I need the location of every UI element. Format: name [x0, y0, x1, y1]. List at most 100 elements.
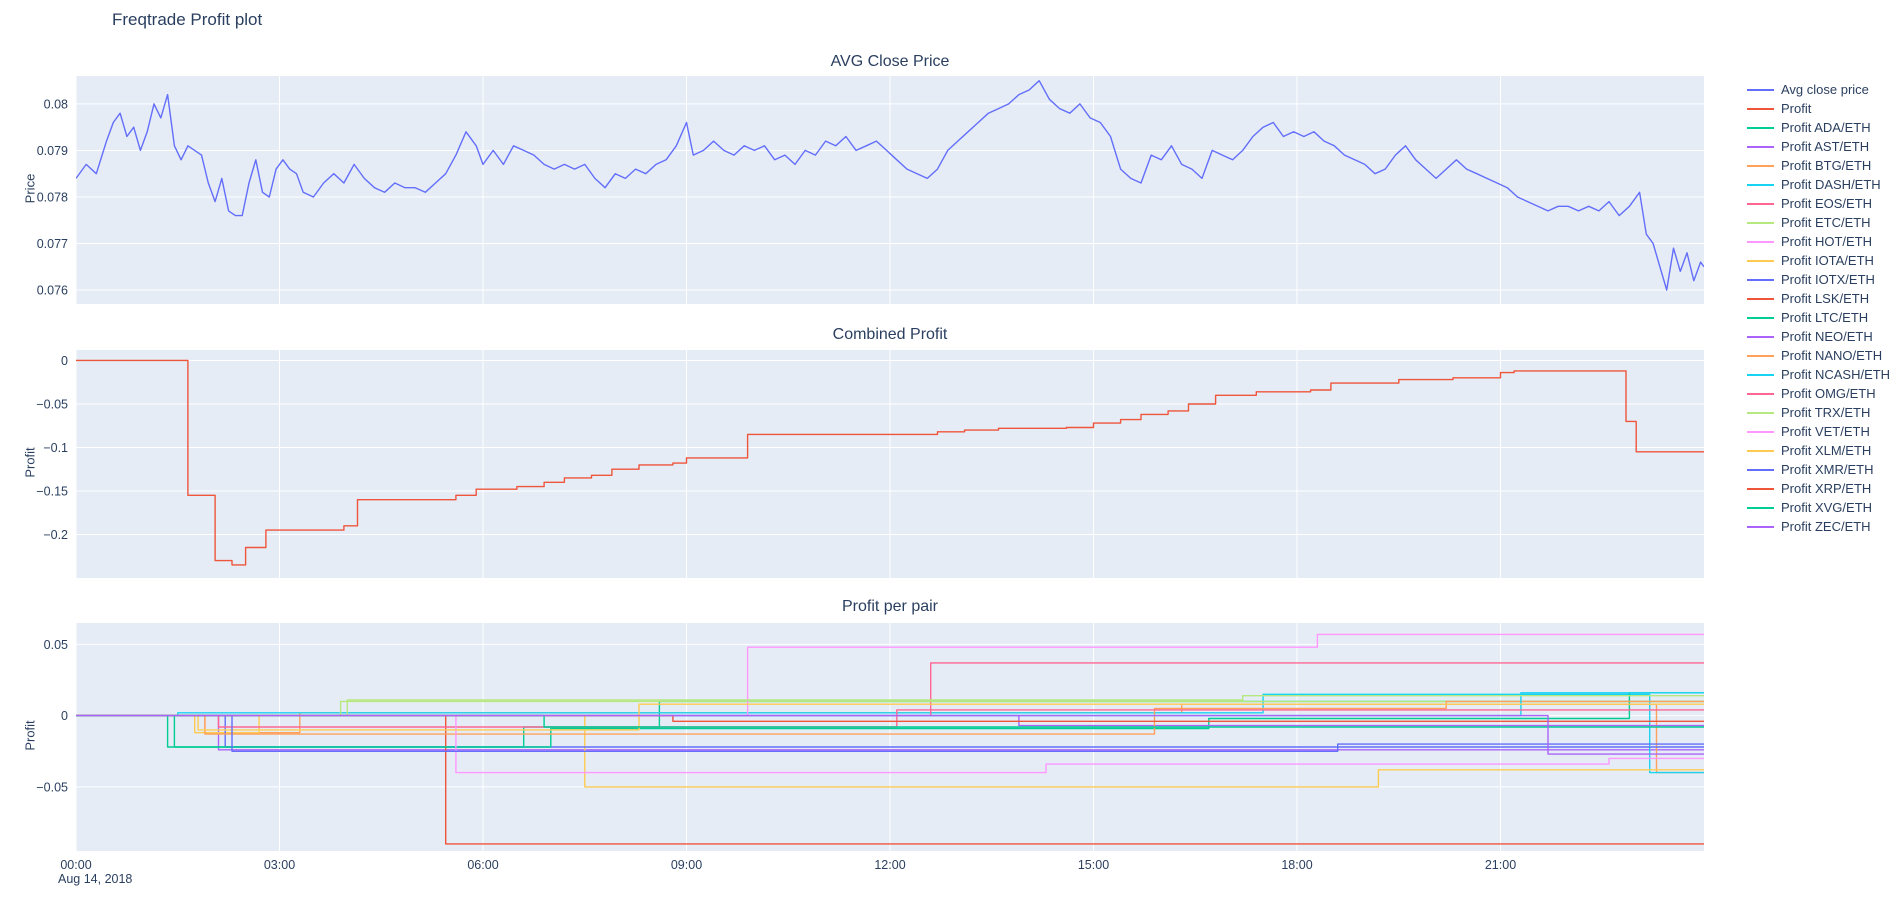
legend-item-profit-xlm-eth[interactable]: Profit XLM/ETH [1747, 441, 1890, 460]
subplot-title-combined-profit: Combined Profit [832, 326, 948, 343]
legend-item-profit-btg-eth[interactable]: Profit BTG/ETH [1747, 156, 1890, 175]
legend-line-sample [1747, 183, 1774, 186]
subplot-title-profit-per-pair: Profit per pair [841, 598, 939, 615]
y-tick-label: 0.076 [37, 284, 68, 298]
legend-item-profit-vet-eth[interactable]: Profit VET/ETH [1747, 422, 1890, 441]
page-title: Freqtrade Profit plot [112, 10, 263, 29]
legend-item-profit-iotx-eth[interactable]: Profit IOTX/ETH [1747, 270, 1890, 289]
legend-item-profit-hot-eth[interactable]: Profit HOT/ETH [1747, 232, 1890, 251]
x-tick-label: 06:00 [467, 858, 498, 872]
legend-line-sample [1747, 430, 1774, 433]
legend-line-sample [1747, 126, 1774, 129]
legend-item-label: Profit HOT/ETH [1781, 234, 1873, 249]
x-tick-label: 18:00 [1281, 858, 1312, 872]
legend-item-profit-zec-eth[interactable]: Profit ZEC/ETH [1747, 517, 1890, 536]
legend-line-sample [1747, 373, 1774, 376]
y-tick-label: −0.15 [36, 484, 68, 498]
legend-item-label: Profit NEO/ETH [1781, 329, 1873, 344]
x-tick-label: 09:00 [671, 858, 702, 872]
y-tick-label: 0.077 [37, 237, 68, 251]
legend-item-profit-ast-eth[interactable]: Profit AST/ETH [1747, 137, 1890, 156]
y-tick-label: 0 [61, 354, 68, 368]
legend-item-label: Profit ADA/ETH [1781, 120, 1871, 135]
series-avg-close-price [76, 80, 1704, 291]
y-tick-label: 0.08 [44, 97, 68, 111]
legend-item-label: Profit LTC/ETH [1781, 310, 1869, 325]
legend-item-profit-omg-eth[interactable]: Profit OMG/ETH [1747, 384, 1890, 403]
legend-item-label: Profit NANO/ETH [1781, 348, 1883, 363]
legend-item-label: Profit XMR/ETH [1781, 462, 1874, 477]
legend-line-sample [1747, 278, 1774, 281]
series-profit-vet-eth [76, 714, 1704, 774]
y-axis-title-profit-2: Profit [22, 720, 38, 751]
legend-item-label: Profit XLM/ETH [1781, 443, 1872, 458]
legend-item-label: Profit [1781, 101, 1812, 116]
y-tick-label: 0 [61, 709, 68, 723]
legend-line-sample [1747, 202, 1774, 205]
legend-item-profit-trx-eth[interactable]: Profit TRX/ETH [1747, 403, 1890, 422]
legend-item-label: Profit DASH/ETH [1781, 177, 1881, 192]
legend-line-sample [1747, 392, 1774, 395]
legend-line-sample [1747, 335, 1774, 338]
legend-item-profit-dash-eth[interactable]: Profit DASH/ETH [1747, 175, 1890, 194]
legend-item-label: Profit XRP/ETH [1781, 481, 1872, 496]
x-tick-label: 03:00 [264, 858, 295, 872]
legend-line-sample [1747, 145, 1774, 148]
legend-item-profit-iota-eth[interactable]: Profit IOTA/ETH [1747, 251, 1890, 270]
y-tick-label: −0.1 [43, 441, 68, 455]
legend-item-label: Profit LSK/ETH [1781, 291, 1870, 306]
subplot-title-avg-close-price: AVG Close Price [830, 53, 950, 70]
y-tick-label: 0.078 [37, 190, 68, 204]
series-profit-ltc-eth [76, 692, 1704, 748]
legend-item-label: Profit OMG/ETH [1781, 386, 1876, 401]
legend-line-sample [1747, 88, 1774, 91]
subplot-profit-per-pair: 0.05 0 −0.05 00:00 03:00 06:00 09:00 12:00 15:00… [36, 623, 1704, 872]
y-tick-label: −0.05 [36, 397, 68, 411]
legend-item-label: Profit ZEC/ETH [1781, 519, 1871, 534]
series-profit-ada-eth [76, 700, 1704, 748]
legend-item-profit-etc-eth[interactable]: Profit ETC/ETH [1747, 213, 1890, 232]
legend-item-profit-eos-eth[interactable]: Profit EOS/ETH [1747, 194, 1890, 213]
x-tick-label: 00:00 [60, 858, 91, 872]
legend-item-profit-lsk-eth[interactable]: Profit LSK/ETH [1747, 289, 1890, 308]
legend-item-label: Profit XVG/ETH [1781, 500, 1873, 515]
series-profit [76, 359, 1704, 566]
legend-item-profit-ada-eth[interactable]: Profit ADA/ETH [1747, 118, 1890, 137]
legend-line-sample [1747, 487, 1774, 490]
legend-line-sample [1747, 297, 1774, 300]
subplot-combined-profit: 0 −0.05 −0.1 −0.15 −0.2 [36, 350, 1704, 578]
x-tick-label: 15:00 [1078, 858, 1109, 872]
legend-item-profit[interactable]: Profit [1747, 99, 1890, 118]
y-tick-label: 0.079 [37, 144, 68, 158]
legend-line-sample [1747, 259, 1774, 262]
legend-line-sample [1747, 449, 1774, 452]
legend-item-profit-ncash-eth[interactable]: Profit NCASH/ETH [1747, 365, 1890, 384]
legend-item-label: Profit IOTX/ETH [1781, 272, 1875, 287]
legend-item-label: Profit TRX/ETH [1781, 405, 1871, 420]
legend-item-profit-ltc-eth[interactable]: Profit LTC/ETH [1747, 308, 1890, 327]
legend-line-sample [1747, 107, 1774, 110]
legend-item-profit-nano-eth[interactable]: Profit NANO/ETH [1747, 346, 1890, 365]
legend-line-sample [1747, 316, 1774, 319]
legend-item-label: Profit BTG/ETH [1781, 158, 1872, 173]
y-tick-label: −0.05 [36, 780, 68, 794]
legend-line-sample [1747, 354, 1774, 357]
legend-item-profit-xrp-eth[interactable]: Profit XRP/ETH [1747, 479, 1890, 498]
y-tick-label: −0.2 [43, 528, 68, 542]
legend-item-profit-xvg-eth[interactable]: Profit XVG/ETH [1747, 498, 1890, 517]
legend-item-label: Profit AST/ETH [1781, 139, 1870, 154]
legend-item-label: Profit VET/ETH [1781, 424, 1870, 439]
legend-line-sample [1747, 506, 1774, 509]
legend-item-avg-close-price[interactable]: Avg close price [1747, 80, 1890, 99]
legend-line-sample [1747, 468, 1774, 471]
x-tick-label: 21:00 [1485, 858, 1516, 872]
x-axis-date-label: Aug 14, 2018 [58, 872, 133, 886]
legend-item-label: Profit IOTA/ETH [1781, 253, 1874, 268]
subplot-avg-close-price: 0.08 0.079 0.078 0.077 0.076 [37, 76, 1704, 304]
legend-item-label: Profit EOS/ETH [1781, 196, 1873, 211]
legend-item-profit-neo-eth[interactable]: Profit NEO/ETH [1747, 327, 1890, 346]
y-tick-label: 0.05 [44, 638, 68, 652]
legend: Avg close price Profit Profit ADA/ETH Profi… [1747, 80, 1890, 536]
legend-item-profit-xmr-eth[interactable]: Profit XMR/ETH [1747, 460, 1890, 479]
